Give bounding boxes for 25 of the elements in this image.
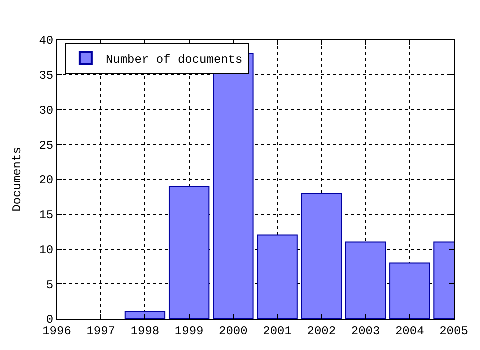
bar xyxy=(124,312,166,319)
bar xyxy=(301,192,342,319)
y-tick-label: 25 xyxy=(39,138,54,153)
x-tick-label: 1999 xyxy=(174,324,204,338)
bar xyxy=(257,234,298,319)
y-tick-label: 20 xyxy=(39,174,54,188)
y-tick-label: 40 xyxy=(39,34,54,48)
y-tick-label: 5 xyxy=(46,278,54,292)
legend-label: Number of documents xyxy=(106,52,243,67)
y-tick-label: 15 xyxy=(39,208,54,223)
x-tick-label: 1998 xyxy=(130,324,160,338)
y-tick-label: 35 xyxy=(39,69,54,84)
x-tick-label: 2001 xyxy=(263,324,292,338)
y-tick-label: 30 xyxy=(39,104,54,118)
x-tick-label: 2002 xyxy=(307,324,336,338)
bar xyxy=(168,186,210,319)
x-tick-label: 2004 xyxy=(395,324,424,338)
x-tick-label: 2005 xyxy=(440,324,468,338)
x-tick-label: 2000 xyxy=(219,324,248,338)
bar xyxy=(390,262,430,319)
bar xyxy=(345,242,386,319)
y-tick-label: 10 xyxy=(39,243,54,258)
x-tick-label: 1997 xyxy=(86,324,116,338)
x-tick-label: 2003 xyxy=(351,324,380,338)
y-axis-title: Documents xyxy=(10,147,24,212)
